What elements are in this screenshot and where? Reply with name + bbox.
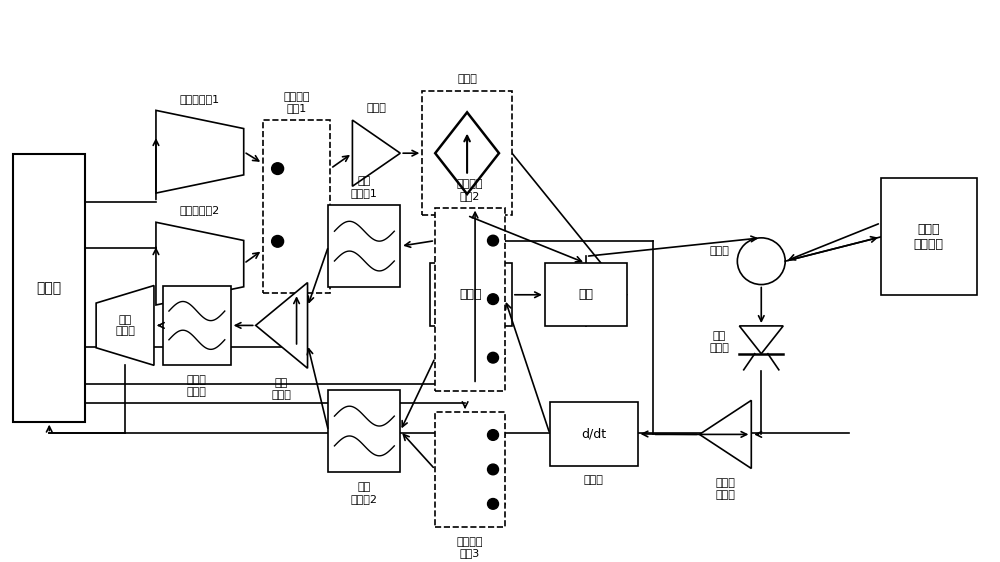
Circle shape xyxy=(272,163,284,174)
Circle shape xyxy=(488,235,499,246)
Bar xyxy=(550,402,638,465)
Text: 缓冲器: 缓冲器 xyxy=(366,103,386,114)
Text: 控制器: 控制器 xyxy=(37,281,62,295)
Text: 模数
转换器: 模数 转换器 xyxy=(115,315,135,336)
Text: 弱信号
放大器: 弱信号 放大器 xyxy=(715,478,735,500)
Text: 光源: 光源 xyxy=(578,288,593,301)
Circle shape xyxy=(488,352,499,363)
Text: 单刀双掷
开关1: 单刀双掷 开关1 xyxy=(283,92,310,114)
Polygon shape xyxy=(96,285,154,365)
Text: 低通
滤波器2: 低通 滤波器2 xyxy=(351,482,378,504)
Text: d/dt: d/dt xyxy=(581,428,606,441)
Polygon shape xyxy=(156,223,244,305)
Text: 微分器: 微分器 xyxy=(584,475,604,485)
Bar xyxy=(435,208,505,391)
Bar xyxy=(163,285,231,365)
Circle shape xyxy=(488,429,499,441)
Text: 单刀双掷
开关2: 单刀双掷 开关2 xyxy=(457,179,483,201)
Bar xyxy=(435,412,505,527)
Bar xyxy=(263,120,330,293)
Polygon shape xyxy=(739,326,783,353)
Text: 温控器: 温控器 xyxy=(460,288,482,301)
Bar xyxy=(328,389,400,472)
Text: 环形器: 环形器 xyxy=(709,247,729,256)
Polygon shape xyxy=(256,283,308,368)
Polygon shape xyxy=(156,110,244,193)
Text: 反射式
传感探头: 反射式 传感探头 xyxy=(914,223,944,251)
Circle shape xyxy=(488,464,499,475)
Text: 单刀双掷
开关3: 单刀双掷 开关3 xyxy=(457,537,483,558)
Bar xyxy=(422,91,512,215)
Text: 数模转换器2: 数模转换器2 xyxy=(180,206,220,215)
Polygon shape xyxy=(435,112,499,194)
Text: 差分
放大器: 差分 放大器 xyxy=(272,378,292,400)
Polygon shape xyxy=(699,400,751,469)
Circle shape xyxy=(488,498,499,509)
Bar xyxy=(881,179,977,295)
Bar xyxy=(545,263,627,327)
Text: 光电
探测器: 光电 探测器 xyxy=(709,331,729,353)
Text: 数模转换器1: 数模转换器1 xyxy=(180,93,220,103)
Bar xyxy=(328,205,400,288)
Polygon shape xyxy=(352,120,400,186)
Circle shape xyxy=(488,294,499,305)
Bar xyxy=(13,154,85,422)
Circle shape xyxy=(272,235,284,247)
Text: 抗混叠
滤波器: 抗混叠 滤波器 xyxy=(187,375,207,397)
Bar xyxy=(430,263,512,327)
Text: 电流源: 电流源 xyxy=(457,74,477,84)
Text: 低通
滤波器1: 低通 滤波器1 xyxy=(351,176,378,198)
